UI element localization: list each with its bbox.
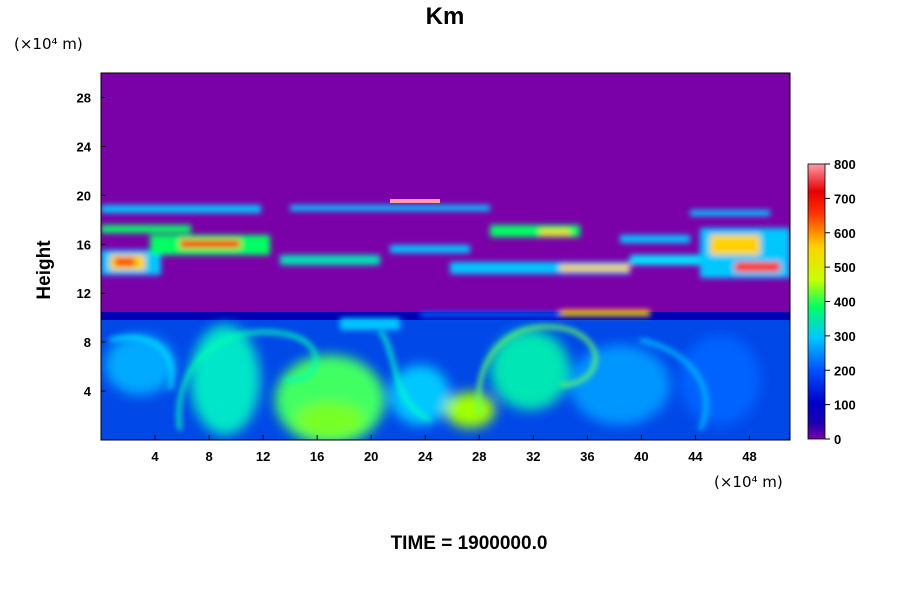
x-tick-label: 4: [151, 449, 159, 464]
x-tick-label: 40: [634, 449, 648, 464]
upper-turbulent-bands: [101, 205, 790, 330]
y-tick-label: 20: [77, 188, 91, 203]
colorbar-tick-label: 600: [834, 226, 856, 241]
x-tick-label: 28: [472, 449, 486, 464]
colorbar-tick-label: 300: [834, 329, 856, 344]
x-tick-label: 36: [580, 449, 594, 464]
x-tick-label: 8: [205, 449, 212, 464]
x-tick-label: 48: [742, 449, 756, 464]
y-unit-label: (×10⁴ m): [14, 35, 83, 53]
lower-turbulent-layer: [101, 312, 790, 440]
x-axis: 4 8 12 16 20 24 28 32 36 40 44 48: [151, 435, 757, 464]
heatmap-plot: [101, 73, 790, 440]
colorbar-scale: [807, 163, 826, 440]
colorbar-tick-label: 200: [834, 363, 856, 378]
colorbar-tick-label: 800: [834, 157, 856, 172]
y-axis: 4 8 12 16 20 24 28: [77, 90, 106, 399]
plot-frame: [100, 72, 791, 441]
x-tick-label: 12: [256, 449, 270, 464]
x-unit-label: (×10⁴ m): [714, 473, 783, 491]
x-tick-label: 44: [688, 449, 703, 464]
colorbar-tick-label: 500: [834, 260, 856, 275]
x-tick-label: 16: [310, 449, 324, 464]
y-axis-label: Height: [34, 240, 55, 300]
x-tick-label: 32: [526, 449, 540, 464]
colorbar-tick-label: 700: [834, 191, 856, 206]
time-label: TIME = 1900000.0: [391, 533, 548, 554]
colorbar-tick-label: 400: [834, 295, 856, 310]
y-tick-label: 16: [77, 237, 91, 252]
chart-title: Km: [426, 3, 465, 30]
x-tick-label: 24: [418, 449, 433, 464]
y-tick-label: 24: [77, 139, 92, 154]
y-tick-label: 28: [77, 90, 91, 105]
colorbar-tick-label: 100: [834, 398, 856, 413]
y-tick-label: 12: [77, 286, 91, 301]
y-tick-label: 4: [84, 384, 92, 399]
y-tick-label: 8: [84, 335, 91, 350]
x-tick-label: 20: [364, 449, 378, 464]
thin-high-band: [390, 199, 440, 203]
colorbar-tick-label: 0: [834, 432, 841, 447]
colorbar: 0 100 200 300 400 500 600 700 800: [807, 157, 856, 447]
